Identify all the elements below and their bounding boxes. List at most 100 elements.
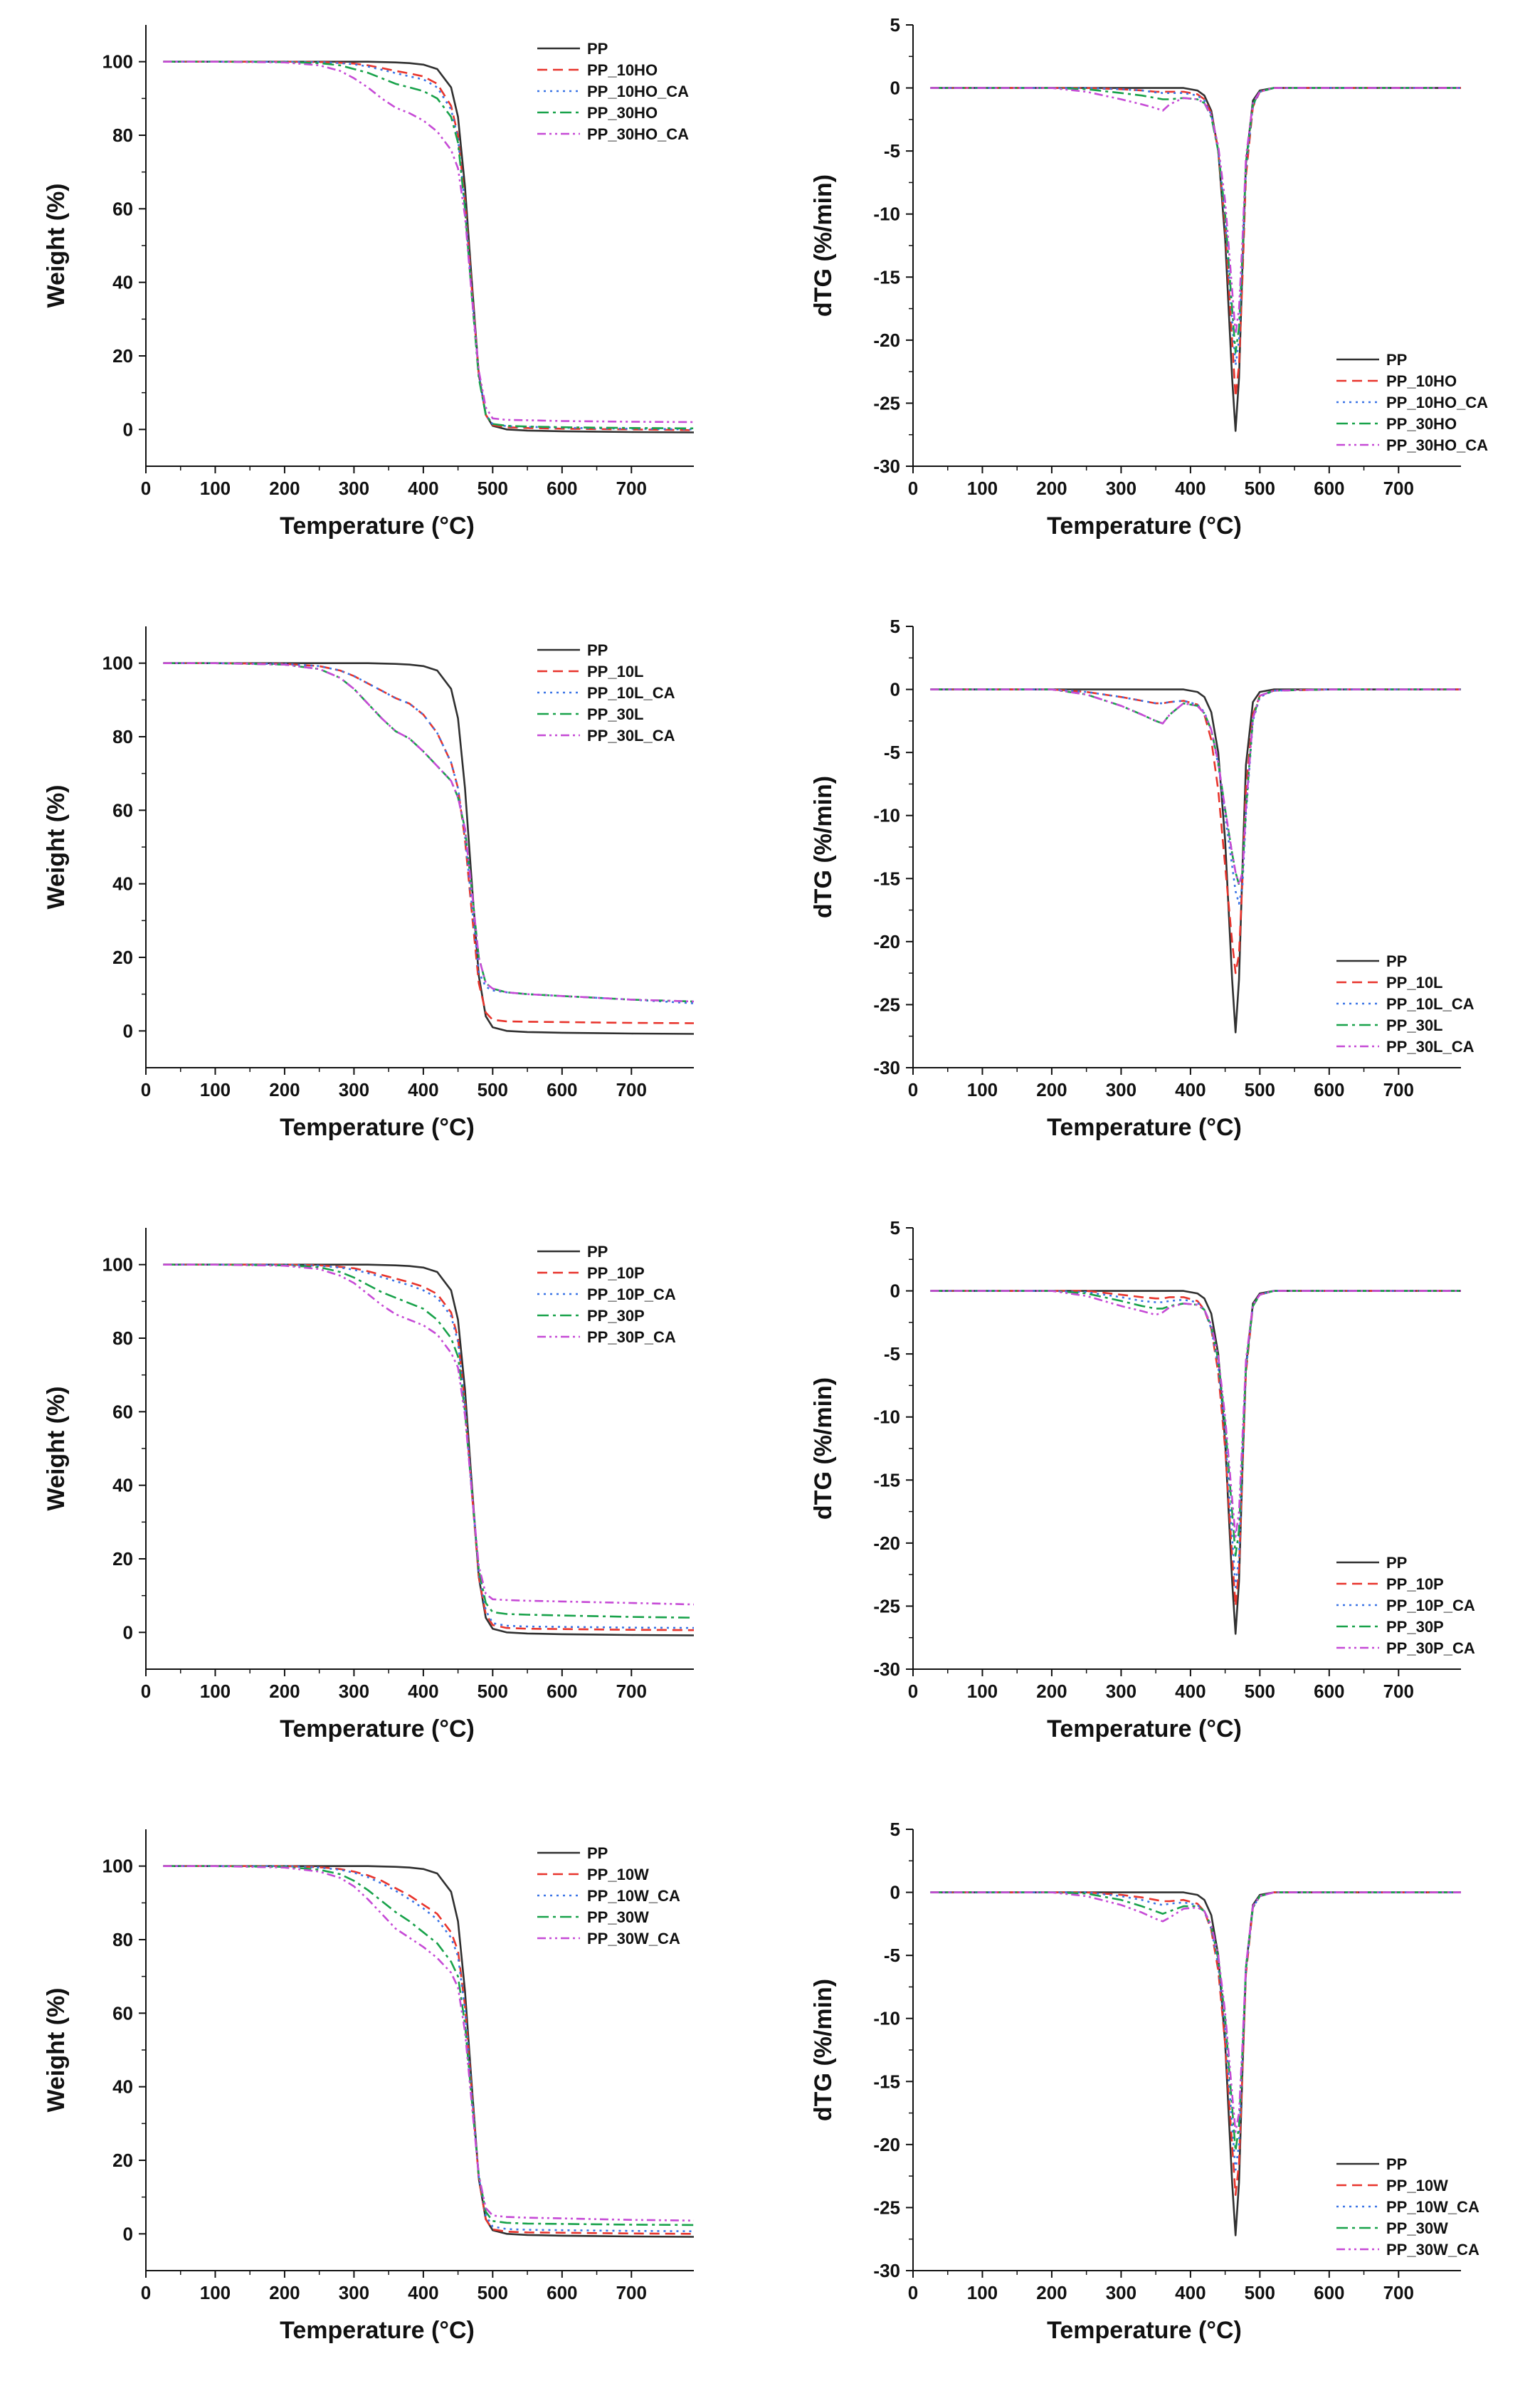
x-tick-label: 600 [547, 478, 577, 499]
x-axis-label: Temperature (°C) [280, 2317, 475, 2344]
legend-label: PP_10P [1386, 1575, 1444, 1593]
legend-label: PP_10HO [1386, 372, 1457, 390]
y-axis-label: dTG (%/min) [810, 1979, 837, 2121]
y-tick-label: 0 [123, 419, 133, 440]
series-line-pp-30ho [163, 61, 695, 430]
x-tick-label: 100 [200, 1079, 231, 1100]
x-axis-label: Temperature (°C) [1047, 512, 1242, 540]
x-tick-label: 200 [269, 2282, 300, 2303]
x-tick-label: 500 [1245, 1079, 1275, 1100]
x-tick-label: 400 [408, 1079, 438, 1100]
series-line-pp-10p [163, 1263, 695, 1631]
tg-w-chart-panel: 0 100 200 300 400 500 600 700 0 20 40 60 80 100 Temper… [0, 1804, 767, 2406]
x-tick-label: 700 [616, 478, 647, 499]
legend-label: PP_10L [587, 663, 644, 680]
legend-label: PP_30P [587, 1307, 645, 1325]
legend-label: PP_30L_CA [1386, 1038, 1475, 1056]
x-tick-label: 300 [339, 1681, 369, 1702]
series-line-pp-30l-ca [163, 662, 695, 1003]
y-tick-label: 60 [112, 1401, 133, 1422]
legend-label: PP [587, 40, 608, 58]
y-tick-label: 40 [112, 1475, 133, 1496]
series-line-pp-30w [163, 1865, 695, 2226]
y-tick-label: -25 [873, 2197, 900, 2218]
series-line-pp-10l [163, 662, 695, 1024]
legend-label: PP_10W [587, 1866, 649, 1883]
x-tick-label: 700 [1383, 2282, 1414, 2303]
x-axis-label: Temperature (°C) [280, 1114, 475, 1141]
legend-label: PP [587, 641, 608, 659]
y-tick-label: -30 [873, 2260, 900, 2281]
x-tick-label: 400 [1175, 1079, 1206, 1100]
x-tick-label: 700 [1383, 1681, 1414, 1702]
legend-label: PP_10W_CA [1386, 2198, 1479, 2216]
x-tick-label: 200 [269, 1681, 300, 1702]
y-tick-label: 0 [890, 1882, 900, 1903]
x-tick-label: 0 [908, 1681, 918, 1702]
series-line-pp [930, 1891, 1461, 2236]
x-tick-label: 500 [1245, 2282, 1275, 2303]
y-tick-label: -30 [873, 456, 900, 477]
legend-label: PP [1386, 2155, 1407, 2173]
x-tick-label: 300 [339, 2282, 369, 2303]
series-line-pp [163, 1263, 695, 1636]
legend-label: PP_30P [1386, 1618, 1444, 1636]
x-axis-label: Temperature (°C) [1047, 1715, 1242, 1742]
legend-label: PP [1386, 952, 1407, 970]
legend-label: PP_30HO_CA [587, 125, 689, 143]
series-line-pp-10ho [163, 61, 695, 431]
legend-label: PP_10P [587, 1264, 645, 1282]
legend-label: PP_30L [587, 705, 644, 723]
x-axis-label: Temperature (°C) [280, 1715, 475, 1742]
y-tick-label: 5 [890, 616, 900, 637]
y-tick-label: -5 [884, 1343, 900, 1365]
series-line-pp [163, 662, 695, 1035]
series-line-pp-10p-ca [930, 1290, 1461, 1589]
legend-label: PP_30L_CA [587, 727, 675, 745]
series-line-pp-30w [930, 1891, 1461, 2152]
x-tick-label: 300 [1106, 1079, 1136, 1100]
x-tick-label: 300 [1106, 2282, 1136, 2303]
y-tick-label: 100 [102, 1856, 133, 1877]
series-line-pp-10ho-ca [930, 87, 1461, 367]
x-tick-label: 0 [908, 1079, 918, 1100]
x-axis-label: Temperature (°C) [1047, 1114, 1242, 1141]
series-line-pp-30p-ca [163, 1263, 695, 1606]
legend-label: PP_10HO_CA [1386, 394, 1488, 411]
x-tick-label: 0 [141, 478, 151, 499]
y-tick-label: 5 [890, 1819, 900, 1840]
x-tick-label: 400 [408, 1681, 438, 1702]
tg-p-chart-svg: 0 100 200 300 400 500 600 700 0 20 40 60 80 100 Temper… [43, 1228, 695, 1742]
x-tick-label: 100 [200, 478, 231, 499]
y-tick-label: -5 [884, 140, 900, 162]
x-tick-label: 0 [141, 1681, 151, 1702]
series-line-pp-10w-ca [930, 1891, 1461, 2171]
series-line-pp-30ho-ca [930, 87, 1461, 335]
y-tick-label: 80 [112, 726, 133, 747]
tg-w-chart-svg: 0 100 200 300 400 500 600 700 0 20 40 60 80 100 Temper… [43, 1829, 695, 2344]
series-line-pp [163, 61, 695, 433]
tg-p-chart-panel: 0 100 200 300 400 500 600 700 0 20 40 60 80 100 Temper… [0, 1203, 767, 1804]
y-tick-label: 60 [112, 2002, 133, 2024]
y-axis-label: Weight (%) [43, 784, 70, 909]
series-line-pp-30w-ca [163, 1865, 695, 2222]
y-tick-label: 0 [123, 1020, 133, 1041]
legend-label: PP_30W [1386, 2219, 1448, 2237]
x-tick-label: 0 [908, 478, 918, 499]
series-line-pp-10w [163, 1865, 695, 2235]
y-tick-label: -15 [873, 2071, 900, 2092]
series-line-pp-30ho [930, 87, 1461, 354]
y-tick-label: 0 [123, 2223, 133, 2244]
x-tick-label: 500 [478, 2282, 508, 2303]
series-line-pp-10ho [930, 87, 1461, 398]
legend-label: PP [587, 1844, 608, 1862]
y-tick-label: 100 [102, 51, 133, 73]
dtg-w-chart-svg: 0 100 200 300 400 500 600 700 5 0 -5 -10 -15 -20 -25 -3… [810, 1819, 1479, 2344]
legend-label: PP_30HO_CA [1386, 436, 1488, 454]
tg-l-chart-panel: 0 100 200 300 400 500 600 700 0 20 40 60 80 100 Temper… [0, 601, 767, 1203]
y-tick-label: 0 [890, 679, 900, 700]
dtg-ho-chart-panel: 0 100 200 300 400 500 600 700 5 0 -5 -10 -15 -20 -25 -3… [767, 0, 1534, 601]
series-line-pp-10l [930, 688, 1461, 974]
y-tick-label: -30 [873, 1057, 900, 1078]
y-tick-label: -30 [873, 1658, 900, 1680]
